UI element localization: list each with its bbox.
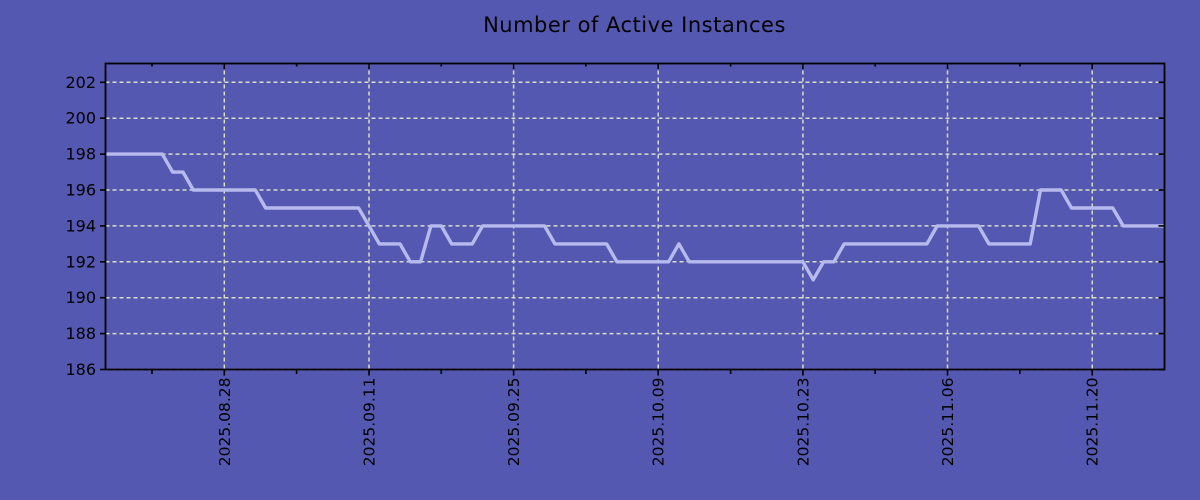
y-tick-label: 186	[65, 360, 96, 379]
y-tick-label: 192	[65, 252, 96, 271]
plot-frame	[104, 62, 1166, 371]
x-tick-label: 2025.10.09	[650, 378, 668, 467]
y-tick-label: 202	[65, 73, 96, 92]
chart-title: Number of Active Instances	[483, 13, 786, 37]
x-tick-label: 2025.09.25	[505, 378, 523, 467]
data-line-active-instances	[105, 152, 1165, 282]
x-tick-label: 2025.10.23	[794, 378, 812, 467]
y-tick-label: 194	[65, 216, 96, 235]
y-tick-label: 190	[65, 288, 96, 307]
y-tick-label: 200	[65, 109, 96, 128]
y-tick-label: 188	[65, 324, 96, 343]
x-tick-label: 2025.08.28	[216, 378, 234, 467]
x-tick-label: 2025.09.11	[361, 378, 379, 467]
y-tick-label: 198	[65, 145, 96, 164]
y-tick-label: 196	[65, 181, 96, 200]
x-tick-label: 2025.11.20	[1084, 378, 1102, 467]
x-tick-label: 2025.11.06	[939, 378, 957, 467]
